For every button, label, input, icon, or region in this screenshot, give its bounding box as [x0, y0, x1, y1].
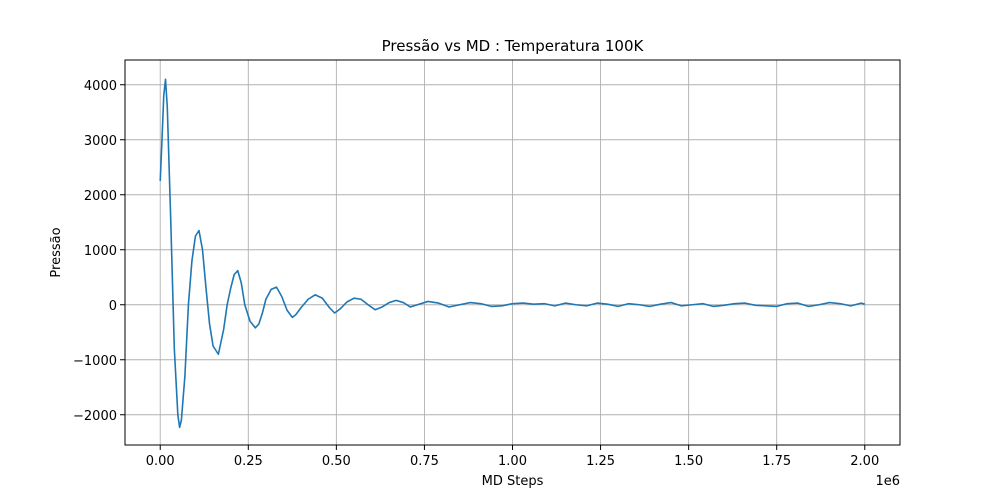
y-axis: −2000 −1000 0 1000 2000 3000 4000 [73, 79, 125, 424]
x-tick-label: 0.50 [322, 454, 351, 469]
x-tick-label: 0.75 [410, 454, 439, 469]
grid [125, 60, 900, 445]
x-axis-label: MD Steps [482, 474, 544, 489]
y-tick-label: −2000 [73, 409, 117, 424]
y-tick-label: 3000 [84, 134, 117, 149]
x-tick-label: 1.50 [674, 454, 703, 469]
x-tick-label: 0.25 [234, 454, 263, 469]
y-axis-label: Pressão [49, 227, 64, 277]
x-axis: 0.00 0.25 0.50 0.75 1.00 1.25 1.50 1.75 2.00 [146, 445, 879, 469]
pressure-series-line [159, 78, 866, 429]
x-tick-label: 1.00 [498, 454, 527, 469]
x-tick-label: 0.00 [146, 454, 175, 469]
y-tick-label: 4000 [84, 79, 117, 94]
y-tick-label: −1000 [73, 354, 117, 369]
y-tick-label: 0 [109, 299, 117, 314]
x-tick-label: 1.75 [762, 454, 791, 469]
x-tick-label: 1.25 [586, 454, 615, 469]
y-tick-label: 1000 [84, 244, 117, 259]
chart-title: Pressão vs MD : Temperatura 100K [382, 37, 645, 55]
series-layer [159, 78, 866, 429]
x-axis-offset-label: 1e6 [875, 474, 900, 489]
y-tick-label: 2000 [84, 189, 117, 204]
x-tick-label: 2.00 [850, 454, 879, 469]
